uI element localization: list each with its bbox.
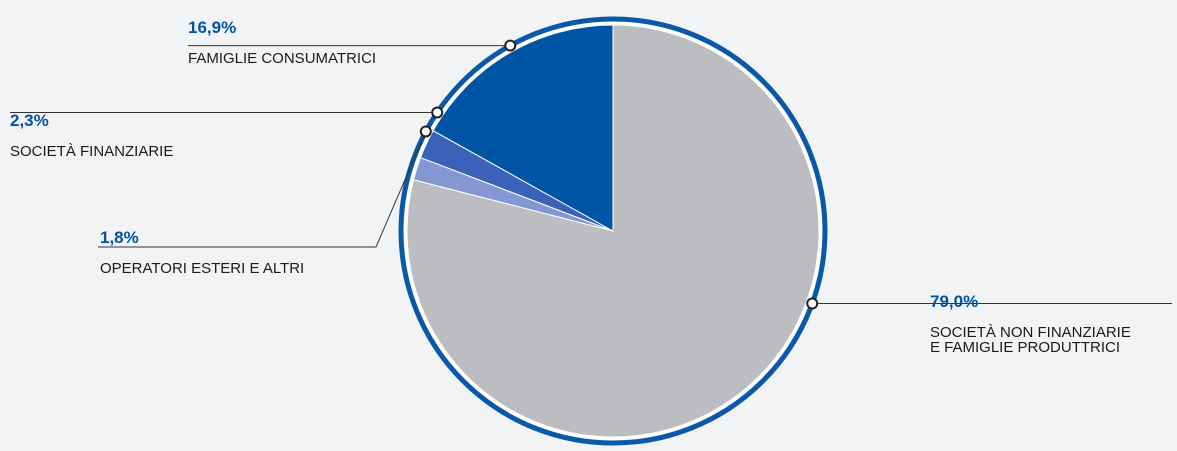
- callout-marker-operatori-esteri-e-altri: [419, 125, 432, 138]
- data-label-societ-non-finanziarie-e-famiglie-produttrici: 79,0%: [930, 292, 978, 311]
- category-label-famiglie-consumatrici: FAMIGLIE CONSUMATRICI: [188, 50, 376, 67]
- category-label-operatori-esteri-e-altri: OPERATORI ESTERI E ALTRI: [100, 260, 304, 277]
- callout-marker-famiglie-consumatrici: [504, 39, 517, 52]
- data-label-famiglie-consumatrici: 16,9%: [188, 18, 236, 37]
- pie-slices: [406, 24, 820, 438]
- data-label-societ-finanziarie: 2,3%: [10, 111, 49, 130]
- callout-marker-societ-finanziarie: [431, 106, 444, 119]
- callout-marker-societ-non-finanziarie-e-famiglie-produttrici: [806, 297, 819, 310]
- pie-slice-famiglie-consumatrici: [432, 24, 614, 232]
- data-label-operatori-esteri-e-altri: 1,8%: [100, 228, 139, 247]
- callout-line-operatori-esteri-e-altri: [98, 131, 427, 248]
- category-label-societ-finanziarie: SOCIETÀ FINANZIARIE: [10, 143, 173, 160]
- category-label-societ-non-finanziarie-e-famiglie-produttrici: E FAMIGLIE PRODUTTRICI: [930, 339, 1120, 356]
- category-label-societ-non-finanziarie-e-famiglie-produttrici: SOCIETÀ NON FINANZIARIE: [930, 324, 1131, 341]
